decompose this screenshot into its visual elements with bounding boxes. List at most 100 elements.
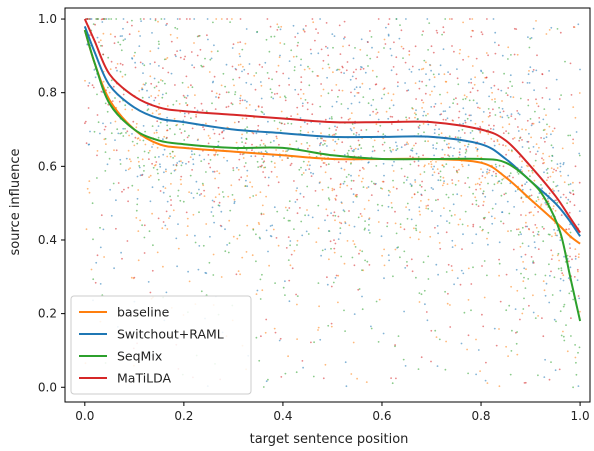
- scatter-point: [84, 79, 86, 82]
- scatter-point: [296, 44, 299, 47]
- scatter-point: [88, 143, 91, 146]
- x-tick-label: 0.0: [75, 409, 94, 423]
- scatter-point: [307, 233, 310, 235]
- scatter-point: [341, 89, 344, 92]
- scatter-point: [530, 124, 533, 127]
- scatter-point: [161, 227, 164, 230]
- scatter-point: [243, 68, 246, 71]
- scatter-point: [572, 298, 575, 301]
- scatter-point: [495, 175, 497, 178]
- scatter-point: [284, 96, 287, 99]
- scatter-point: [468, 99, 471, 102]
- scatter-point: [464, 97, 467, 100]
- scatter-point: [296, 106, 299, 109]
- scatter-point: [239, 41, 242, 43]
- scatter-point: [201, 65, 204, 68]
- scatter-point: [270, 96, 273, 98]
- scatter-point: [543, 108, 546, 110]
- scatter-point: [466, 145, 469, 148]
- scatter-point: [99, 283, 102, 285]
- scatter-point: [383, 264, 386, 267]
- scatter-point: [300, 220, 303, 223]
- scatter-point: [368, 218, 370, 221]
- scatter-point: [493, 124, 495, 127]
- scatter-point: [556, 254, 559, 257]
- scatter-point: [218, 201, 221, 204]
- scatter-point: [334, 199, 337, 201]
- scatter-point: [286, 209, 289, 212]
- scatter-point: [425, 73, 427, 75]
- scatter-point: [508, 123, 511, 126]
- scatter-point: [346, 240, 349, 242]
- scatter-point: [499, 115, 502, 118]
- scatter-point: [121, 35, 123, 37]
- scatter-point: [413, 144, 415, 147]
- scatter-point: [454, 244, 457, 247]
- scatter-point: [288, 207, 291, 209]
- scatter-point: [544, 274, 547, 277]
- scatter-point: [510, 285, 512, 288]
- scatter-point: [431, 174, 434, 177]
- scatter-point: [563, 339, 566, 342]
- scatter-point: [480, 31, 483, 33]
- scatter-point: [216, 170, 219, 173]
- scatter-point: [548, 125, 551, 128]
- scatter-point: [514, 308, 517, 310]
- scatter-point: [378, 298, 381, 301]
- scatter-point: [131, 108, 134, 111]
- scatter-point: [356, 193, 358, 196]
- scatter-point: [334, 242, 337, 245]
- scatter-point: [534, 110, 536, 113]
- scatter-point: [334, 214, 337, 217]
- scatter-point: [459, 148, 461, 150]
- scatter-point: [165, 291, 168, 294]
- scatter-point: [424, 189, 426, 192]
- scatter-point: [390, 150, 393, 153]
- scatter-point: [314, 190, 317, 192]
- scatter-point: [169, 155, 172, 158]
- scatter-point: [328, 127, 331, 130]
- scatter-point: [467, 164, 470, 167]
- scatter-point: [325, 22, 328, 24]
- scatter-point: [239, 273, 242, 276]
- scatter-point: [363, 168, 365, 170]
- scatter-point: [537, 198, 540, 201]
- scatter-point: [343, 262, 346, 265]
- scatter-point: [542, 197, 544, 200]
- scatter-point: [296, 212, 299, 215]
- scatter-point: [535, 69, 538, 72]
- scatter-point: [529, 37, 532, 40]
- scatter-point: [445, 340, 447, 343]
- scatter-point: [430, 360, 432, 363]
- scatter-point: [353, 225, 356, 228]
- scatter-point: [359, 213, 362, 215]
- scatter-point: [139, 219, 142, 222]
- scatter-point: [324, 140, 327, 142]
- scatter-point: [532, 165, 535, 167]
- scatter-point: [192, 163, 195, 166]
- scatter-point: [517, 126, 519, 128]
- scatter-point: [210, 57, 213, 60]
- scatter-point: [483, 217, 486, 220]
- scatter-point: [491, 222, 494, 225]
- scatter-point: [304, 99, 307, 101]
- scatter-point: [224, 85, 227, 88]
- scatter-point: [376, 111, 379, 114]
- scatter-point: [239, 94, 242, 97]
- scatter-point: [522, 261, 524, 263]
- scatter-point: [520, 214, 522, 216]
- scatter-point: [475, 146, 477, 149]
- scatter-point: [231, 18, 233, 20]
- scatter-point: [332, 214, 335, 217]
- scatter-point: [224, 250, 227, 253]
- scatter-point: [128, 158, 131, 161]
- scatter-point: [461, 248, 463, 251]
- x-axis-label: target sentence position: [250, 432, 409, 447]
- scatter-point: [227, 105, 230, 108]
- scatter-point: [459, 283, 462, 286]
- scatter-point: [542, 162, 544, 165]
- scatter-point: [163, 58, 166, 61]
- scatter-point: [237, 270, 240, 272]
- scatter-point: [113, 267, 115, 270]
- scatter-point: [268, 264, 270, 267]
